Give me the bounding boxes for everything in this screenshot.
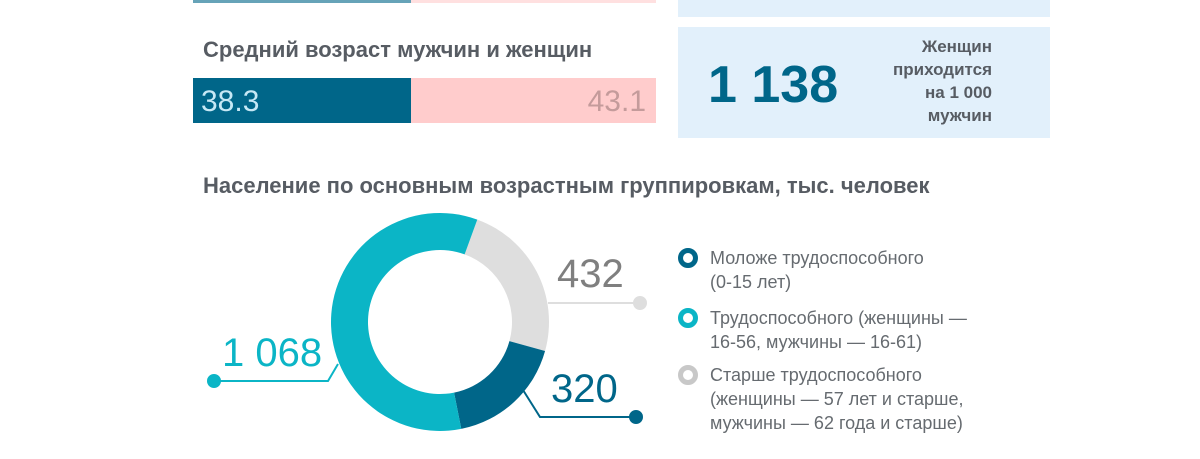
prev-bar-women bbox=[411, 0, 656, 3]
slice-young bbox=[454, 341, 546, 429]
caption-line: мужчин bbox=[927, 106, 992, 125]
leader-320 bbox=[522, 389, 643, 424]
legend-text: Старше трудоспособного bbox=[710, 365, 922, 385]
caption-line: на 1 000 bbox=[925, 83, 992, 102]
legend-text: (женщины — 57 лет и старше, bbox=[710, 389, 964, 409]
ratio-panel: 1 138 Женщин приходится на 1 000 мужчин bbox=[678, 27, 1050, 138]
men-age-bar: 38.3 bbox=[193, 78, 411, 123]
slice-working bbox=[330, 213, 478, 431]
ratio-value: 1 138 bbox=[708, 56, 839, 114]
prev-panel bbox=[678, 0, 1050, 17]
label-young: 320 bbox=[551, 367, 618, 411]
caption-line: приходится bbox=[892, 60, 992, 79]
slice-older bbox=[464, 219, 549, 352]
prev-bar-men bbox=[193, 0, 411, 3]
chart-title: Население по основным возрастным группир… bbox=[203, 173, 930, 198]
ring-icon bbox=[678, 308, 698, 328]
label-older: 432 bbox=[557, 252, 624, 296]
ring-icon bbox=[678, 365, 698, 385]
legend-working: Трудоспособного (женщины — 16-56, мужчины… bbox=[678, 306, 967, 354]
legend-young: Моложе трудоспособного (0-15 лет) bbox=[678, 246, 924, 294]
legend-text: (0-15 лет) bbox=[710, 272, 792, 292]
leader-1068 bbox=[207, 363, 339, 388]
women-age-bar: 43.1 bbox=[411, 78, 656, 123]
age-title: Средний возраст мужчин и женщин bbox=[203, 37, 593, 62]
legend-text: мужчины — 62 года и старше) bbox=[710, 413, 963, 433]
caption-line: Женщин bbox=[921, 37, 992, 56]
women-age-value: 43.1 bbox=[587, 85, 646, 118]
men-age-value: 38.3 bbox=[201, 85, 260, 118]
leader-432 bbox=[548, 296, 647, 310]
legend-text: Моложе трудоспособного bbox=[710, 248, 924, 268]
ring-icon bbox=[678, 248, 698, 268]
legend-text: Трудоспособного (женщины — bbox=[710, 308, 967, 328]
legend-text: 16-56, мужчины — 16-61) bbox=[710, 332, 923, 352]
legend-older: Старше трудоспособного (женщины — 57 лет … bbox=[678, 363, 964, 435]
ratio-caption: Женщин приходится на 1 000 мужчин bbox=[893, 35, 992, 127]
label-working: 1 068 bbox=[222, 331, 323, 375]
